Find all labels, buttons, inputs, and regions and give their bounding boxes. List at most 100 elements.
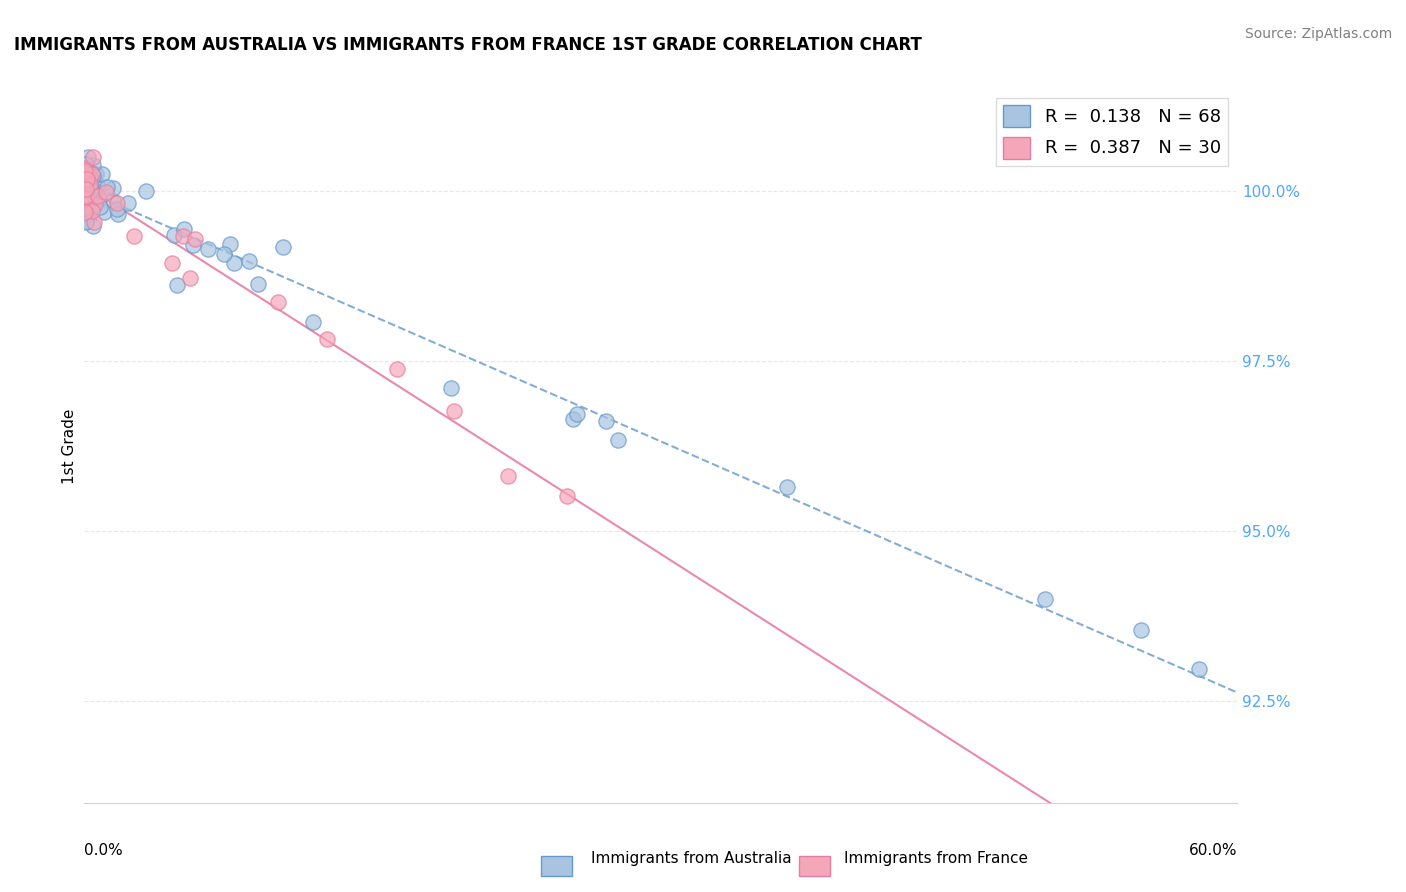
Point xyxy=(80,203,103,218)
Point xyxy=(79,180,101,194)
Point xyxy=(162,256,184,270)
Point xyxy=(555,489,578,503)
Text: IMMIGRANTS FROM AUSTRALIA VS IMMIGRANTS FROM FRANCE 1ST GRADE CORRELATION CHART: IMMIGRANTS FROM AUSTRALIA VS IMMIGRANTS … xyxy=(14,36,922,54)
Point xyxy=(84,184,107,198)
Point xyxy=(219,236,242,251)
Point xyxy=(105,202,128,217)
Point xyxy=(89,200,111,214)
Point xyxy=(76,203,98,218)
Point xyxy=(73,184,96,198)
Point xyxy=(73,201,96,215)
Point xyxy=(76,169,98,184)
Point xyxy=(162,227,184,242)
Point xyxy=(302,315,325,329)
Point xyxy=(316,332,339,346)
Point xyxy=(172,229,194,244)
Point xyxy=(267,294,290,309)
Point xyxy=(82,150,104,164)
Point xyxy=(212,246,235,260)
Point xyxy=(73,205,96,219)
Point xyxy=(105,196,128,211)
Point xyxy=(387,362,409,376)
Point xyxy=(80,167,103,181)
Point xyxy=(107,207,129,221)
Text: Source: ZipAtlas.com: Source: ZipAtlas.com xyxy=(1244,27,1392,41)
Point xyxy=(443,403,465,417)
Point xyxy=(1130,623,1153,637)
Point xyxy=(75,192,97,206)
Point xyxy=(77,204,100,219)
Point xyxy=(75,157,97,171)
Point xyxy=(238,254,260,268)
Point xyxy=(75,168,97,182)
Point xyxy=(82,219,104,233)
Point xyxy=(76,150,98,164)
Point xyxy=(87,189,110,203)
Point xyxy=(79,169,101,184)
Point xyxy=(197,243,219,257)
Point xyxy=(166,277,188,292)
Point xyxy=(79,194,101,209)
Point xyxy=(607,433,630,447)
Point xyxy=(77,166,100,180)
Point xyxy=(80,183,103,197)
Point xyxy=(79,167,101,181)
Point xyxy=(179,270,201,285)
Point xyxy=(76,191,98,205)
Point xyxy=(79,178,101,192)
Point xyxy=(83,215,105,229)
Point xyxy=(595,414,617,428)
Point xyxy=(76,162,98,177)
Point xyxy=(117,195,139,210)
Point xyxy=(80,188,103,202)
Point xyxy=(73,187,96,202)
Point xyxy=(75,176,97,190)
Point xyxy=(440,381,463,395)
Point xyxy=(776,480,799,494)
Point xyxy=(222,256,245,270)
Point xyxy=(562,411,585,425)
Point xyxy=(76,214,98,228)
Text: Immigrants from Australia: Immigrants from Australia xyxy=(591,852,792,866)
Point xyxy=(73,188,96,202)
Point xyxy=(86,178,108,192)
Point xyxy=(89,192,111,206)
Point xyxy=(93,205,115,219)
Point xyxy=(82,157,104,171)
Point xyxy=(75,167,97,181)
Point xyxy=(96,180,118,194)
Point xyxy=(84,196,107,211)
Point xyxy=(75,178,97,193)
Point xyxy=(76,207,98,221)
Point xyxy=(101,181,124,195)
Point xyxy=(82,169,104,184)
Point xyxy=(1188,662,1211,676)
Point xyxy=(73,191,96,205)
Point xyxy=(103,194,125,208)
Point xyxy=(122,228,145,243)
Point xyxy=(173,222,195,236)
Text: Immigrants from France: Immigrants from France xyxy=(844,852,1028,866)
Text: 60.0%: 60.0% xyxy=(1189,843,1237,858)
Point xyxy=(247,277,270,292)
Point xyxy=(498,468,520,483)
Point xyxy=(134,184,156,198)
Point xyxy=(94,186,117,200)
Point xyxy=(75,161,97,175)
Point xyxy=(271,240,294,254)
Point xyxy=(82,169,104,184)
Point xyxy=(183,232,205,246)
Y-axis label: 1st Grade: 1st Grade xyxy=(62,409,77,483)
Point xyxy=(82,199,104,213)
Point xyxy=(84,167,107,181)
Point xyxy=(90,167,112,181)
Point xyxy=(181,237,204,252)
Text: 0.0%: 0.0% xyxy=(84,843,124,858)
Point xyxy=(565,407,588,421)
Point xyxy=(76,171,98,186)
Point xyxy=(76,175,98,189)
Point xyxy=(75,178,97,192)
Point xyxy=(75,215,97,229)
Point xyxy=(1033,591,1056,606)
Point xyxy=(75,164,97,178)
